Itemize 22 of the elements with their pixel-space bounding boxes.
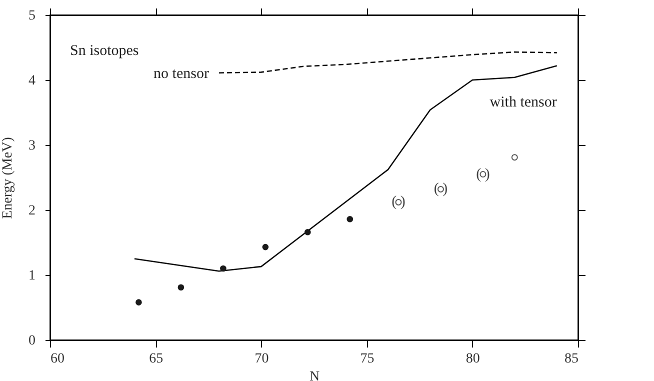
- series-label: no tensor: [154, 66, 209, 82]
- y-tick-label: 4: [28, 74, 36, 88]
- series-label: with tensor: [490, 94, 557, 111]
- x-axis-title: N: [309, 370, 320, 381]
- annotation: ( ): [434, 181, 448, 198]
- y-tick-label: 0: [28, 334, 36, 348]
- x-tick-label: 85: [564, 352, 578, 366]
- x-tick-label: 60: [50, 352, 64, 366]
- annotation: Sn isotopes: [70, 43, 139, 59]
- annotation: ( ): [392, 194, 406, 210]
- y-tick-label: 3: [28, 138, 36, 154]
- x-tick-label: 70: [254, 352, 269, 366]
- line-series: [218, 51, 558, 74]
- x-tick-label: 65: [149, 352, 164, 366]
- y-tick-label: 5: [28, 8, 36, 24]
- y-tick-label: 1: [28, 268, 36, 284]
- x-tick-label: 80: [466, 352, 480, 366]
- annotation: ( ): [476, 166, 490, 182]
- line-series: [134, 65, 558, 272]
- x-tick-label: 75: [360, 352, 374, 366]
- y-axis-title: Energy (MeV): [0, 136, 16, 219]
- y-tick-label: 2: [28, 204, 36, 218]
